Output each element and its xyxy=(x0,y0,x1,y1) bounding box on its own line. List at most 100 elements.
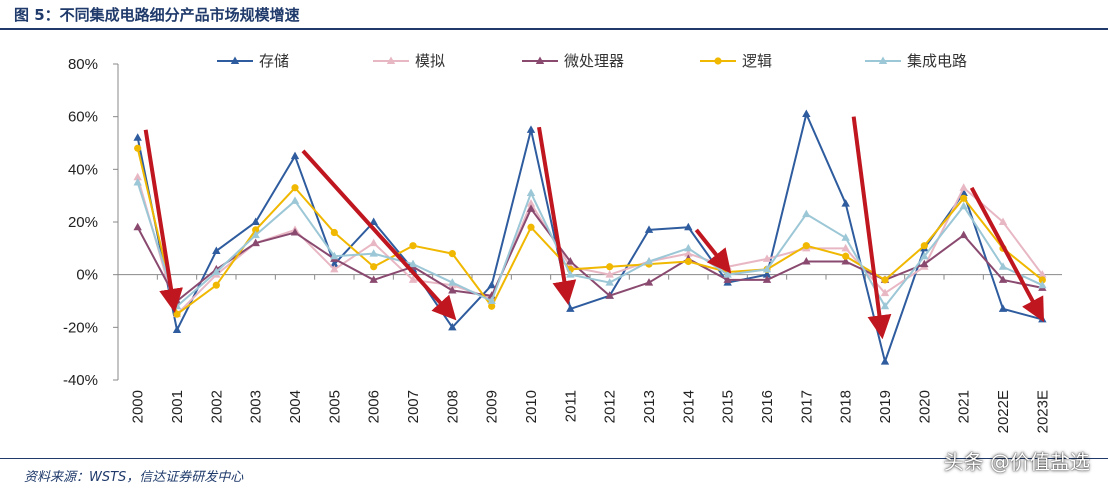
x-tick-label: 2021 xyxy=(956,390,973,423)
x-tick-label: 2001 xyxy=(169,390,186,423)
data-point-3 xyxy=(526,204,536,212)
data-point-1 xyxy=(802,109,811,118)
trend-arrow xyxy=(694,228,732,274)
line-chart: -40% -20% 0% 20% 40% 60% 80% 2000 2001 2002 2003 20… xyxy=(63,52,1062,433)
data-point-4 xyxy=(330,228,338,237)
data-point-4 xyxy=(1038,276,1046,284)
x-tick-label: 2020 xyxy=(916,390,933,423)
data-point-2 xyxy=(762,254,772,262)
y-tick-label: 0% xyxy=(76,267,98,284)
data-point-4 xyxy=(842,252,850,260)
x-tick-label: 2007 xyxy=(405,390,422,423)
data-point-3 xyxy=(566,257,575,265)
data-point-1 xyxy=(841,199,850,207)
legend-label-2: 模拟 xyxy=(415,52,445,70)
data-point-5 xyxy=(920,251,929,260)
data-point-5 xyxy=(487,296,496,304)
data-point-2 xyxy=(841,243,850,252)
legend-marker-3 xyxy=(535,56,545,64)
data-point-2 xyxy=(605,270,614,278)
data-point-4 xyxy=(212,281,220,289)
data-point-5 xyxy=(684,243,693,252)
series-line-5 xyxy=(136,182,1043,308)
data-point-5 xyxy=(959,201,968,210)
data-point-4 xyxy=(920,242,928,250)
data-point-4 xyxy=(684,257,692,266)
data-point-5 xyxy=(605,278,614,286)
legend-marker-5 xyxy=(878,56,888,64)
data-point-4 xyxy=(802,242,810,250)
trend-arrow xyxy=(301,149,457,321)
x-tick-label: 2006 xyxy=(366,390,383,423)
trend-arrow xyxy=(143,129,183,313)
data-point-3 xyxy=(369,275,378,283)
legend-label-1: 存储 xyxy=(259,52,289,70)
data-point-5 xyxy=(880,301,890,310)
data-point-2 xyxy=(684,249,693,257)
y-tick-label: -20% xyxy=(63,319,98,336)
data-point-4 xyxy=(252,226,260,234)
data-point-4 xyxy=(881,276,889,284)
data-point-4 xyxy=(527,223,535,231)
series-line-1 xyxy=(136,113,1043,363)
data-point-5 xyxy=(723,270,732,278)
data-point-1 xyxy=(290,151,300,160)
legend-label-5: 集成电路 xyxy=(907,52,967,70)
data-point-3 xyxy=(762,275,772,283)
data-point-1 xyxy=(644,225,654,233)
chart-title: 图 5：不同集成电路细分产品市场规模增速 xyxy=(14,6,300,24)
x-tick-label: 2019 xyxy=(877,390,894,423)
x-tick-label: 2011 xyxy=(562,390,579,422)
data-point-1 xyxy=(251,217,260,225)
x-tick-label: 2015 xyxy=(720,390,737,423)
trend-arrow xyxy=(537,126,577,305)
x-tick-label: 2022E xyxy=(995,390,1012,433)
data-point-5 xyxy=(408,259,418,268)
data-point-3 xyxy=(920,259,929,268)
y-tick-label: -40% xyxy=(63,372,98,389)
data-point-4 xyxy=(134,144,142,152)
series-line-3 xyxy=(136,207,1043,302)
x-tick-label: 2016 xyxy=(759,390,776,423)
data-point-3 xyxy=(802,257,811,265)
data-point-5 xyxy=(330,251,339,260)
data-point-2 xyxy=(998,217,1008,225)
data-point-2 xyxy=(959,183,968,191)
data-point-4 xyxy=(409,242,417,250)
trend-arrow xyxy=(851,116,892,340)
data-point-1 xyxy=(172,325,182,333)
data-point-1 xyxy=(566,304,575,312)
source-note: 资料来源：WSTS，信达证券研发中心 xyxy=(24,470,244,485)
x-tick-label: 2012 xyxy=(602,390,619,423)
legend-marker-2 xyxy=(386,56,396,64)
data-point-1 xyxy=(133,133,142,141)
legend-label-3: 微处理器 xyxy=(564,52,624,70)
footer-divider xyxy=(0,458,1108,459)
title-bar: 图 5：不同集成电路细分产品市场规模增速 xyxy=(0,0,1108,30)
data-point-3 xyxy=(133,222,142,231)
data-point-1 xyxy=(487,280,496,289)
data-point-4 xyxy=(488,302,496,310)
data-point-3 xyxy=(723,275,732,283)
watermark: 头条 @价值盐选 xyxy=(943,450,1090,474)
data-point-1 xyxy=(880,357,890,365)
y-tick-label: 60% xyxy=(68,109,98,126)
x-tick-label: 2002 xyxy=(208,390,225,423)
data-point-3 xyxy=(448,285,457,294)
x-tick-label: 2009 xyxy=(484,390,501,423)
data-point-3 xyxy=(841,257,850,265)
data-point-5 xyxy=(448,278,457,286)
data-point-5 xyxy=(998,262,1008,270)
data-point-2 xyxy=(408,275,418,283)
x-tick-label: 2023E xyxy=(1034,390,1051,433)
data-point-5 xyxy=(369,249,378,257)
data-point-2 xyxy=(1038,270,1047,278)
data-point-2 xyxy=(369,238,378,247)
data-point-5 xyxy=(566,270,575,278)
x-tick-label: 2005 xyxy=(326,390,343,423)
data-point-5 xyxy=(762,264,772,273)
data-point-2 xyxy=(880,288,890,297)
data-point-1 xyxy=(526,125,536,133)
data-point-4 xyxy=(173,310,181,318)
data-point-5 xyxy=(802,209,811,218)
